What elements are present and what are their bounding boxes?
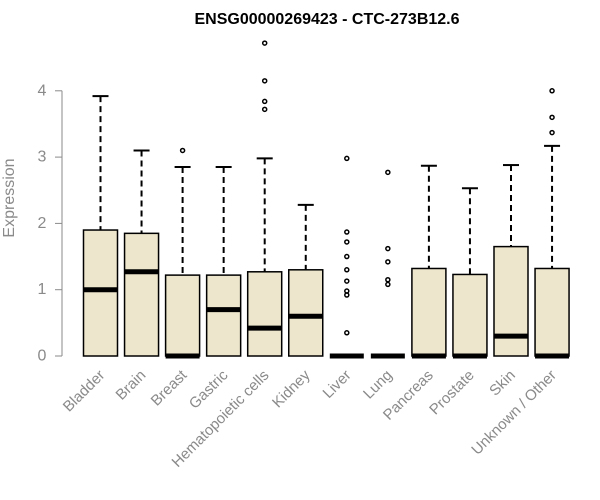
outlier-point <box>549 114 555 121</box>
x-tick-label: Breast <box>148 366 191 409</box>
boxes-group <box>82 40 570 359</box>
outlier-point <box>261 98 268 105</box>
y-tick-label: 0 <box>38 348 47 365</box>
box-11 <box>493 164 529 357</box>
box-3 <box>164 147 201 359</box>
x-tick-label: Kidney <box>269 366 314 411</box>
outlier-point <box>385 281 391 288</box>
iqr-box <box>164 274 201 357</box>
x-tick-label: Skin <box>486 367 519 400</box>
chart-title: ENSG00000269423 - CTC-273B12.6 <box>194 11 459 28</box>
x-tick-label: Bladder <box>60 367 109 416</box>
outlier-point <box>179 147 186 154</box>
outlier-point <box>385 259 391 265</box>
outlier-point <box>385 169 391 176</box>
outlier-point <box>385 277 391 283</box>
iqr-box <box>246 271 283 357</box>
iqr-box <box>493 245 529 357</box>
box-5 <box>246 40 283 357</box>
y-tick-label: 4 <box>38 82 47 99</box>
x-tick-label: Prostate <box>426 367 478 419</box>
box-6 <box>288 203 324 357</box>
box-1 <box>82 95 119 357</box>
outlier-point <box>261 106 268 113</box>
outlier-point <box>261 40 268 46</box>
y-axis-label: Expression <box>1 158 18 237</box>
outlier-point <box>344 239 350 245</box>
iqr-box <box>82 229 119 357</box>
outlier-point <box>344 229 350 235</box>
iqr-box <box>411 267 447 357</box>
outlier-point <box>261 78 268 84</box>
x-tick-label: Brain <box>113 367 150 404</box>
iqr-box <box>534 267 570 357</box>
box-9 <box>411 164 447 359</box>
box-4 <box>205 166 242 357</box>
outlier-point <box>549 129 555 136</box>
y-tick-label: 2 <box>38 215 47 232</box>
y-axis: 0 1 2 3 4 <box>38 82 63 365</box>
box-7 <box>329 155 364 359</box>
outlier-point <box>549 88 555 94</box>
outlier-point <box>344 253 350 260</box>
outlier-point <box>344 288 350 294</box>
y-tick-label: 3 <box>38 149 47 166</box>
outlier-point <box>344 267 350 273</box>
iqr-box <box>123 232 160 357</box>
x-tick-label: Liver <box>320 367 355 402</box>
box-2 <box>123 149 160 357</box>
iqr-box <box>288 269 324 357</box>
box-12 <box>534 88 570 359</box>
x-tick-label: Lung <box>360 367 396 403</box>
box-10 <box>452 187 488 359</box>
outlier-point <box>344 330 350 336</box>
outlier-point <box>344 278 350 284</box>
iqr-box <box>205 274 242 357</box>
iqr-box <box>452 273 488 357</box>
box-8 <box>370 169 405 359</box>
outlier-point <box>385 245 391 252</box>
y-tick-label: 1 <box>38 281 47 298</box>
outlier-point <box>344 155 350 162</box>
